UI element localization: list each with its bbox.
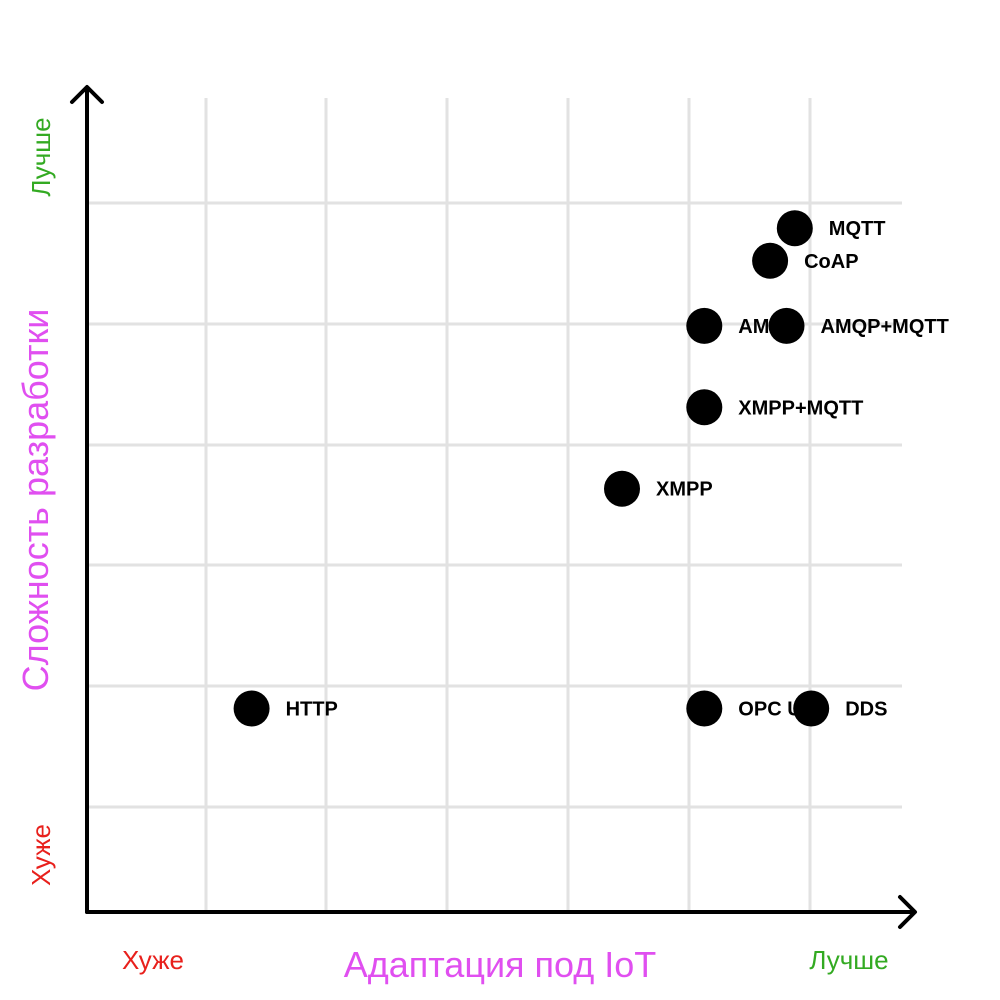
x-axis-better-label: Лучше	[809, 945, 888, 975]
x-axis-arrow	[898, 895, 917, 929]
axes	[70, 85, 917, 929]
data-point-group: XMPP	[604, 470, 713, 507]
data-point-label: HTTP	[286, 699, 338, 721]
data-point-label: AMQP+MQTT	[821, 316, 949, 338]
y-axis-better-label: Лучше	[26, 117, 56, 196]
data-point-group: AMQP+MQTT	[768, 307, 949, 344]
data-point-group: HTTP	[233, 690, 338, 727]
y-axis-title: Сложность разработки	[15, 309, 56, 692]
data-point	[768, 307, 805, 344]
y-axis-arrow	[70, 85, 104, 104]
data-point	[776, 210, 813, 247]
data-point-group: CoAP	[752, 242, 859, 279]
x-axis-title: Адаптация под IoT	[344, 944, 657, 985]
data-point-group: DDS	[793, 690, 887, 727]
y-axis-worse-label: Хуже	[26, 824, 56, 886]
data-point	[604, 470, 640, 507]
data-point-label: DDS	[845, 699, 887, 721]
data-point	[686, 690, 723, 727]
data-point	[233, 690, 270, 727]
data-point-label: MQTT	[829, 218, 886, 240]
data-point	[686, 307, 723, 344]
data-point-group: MQTT	[776, 210, 886, 247]
data-point	[686, 389, 723, 426]
data-point-label: XMPP+MQTT	[738, 397, 863, 419]
x-axis-worse-label: Хуже	[122, 945, 184, 975]
data-point-label: CoAP	[804, 251, 858, 273]
data-point-label: XMPP	[656, 479, 713, 501]
data-point	[793, 690, 830, 727]
data-point-group: XMPP+MQTT	[686, 389, 863, 426]
data-point	[752, 242, 789, 279]
